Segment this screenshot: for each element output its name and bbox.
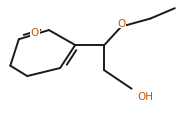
Text: O: O [31,28,39,37]
Text: OH: OH [138,91,154,101]
Text: O: O [117,18,125,28]
